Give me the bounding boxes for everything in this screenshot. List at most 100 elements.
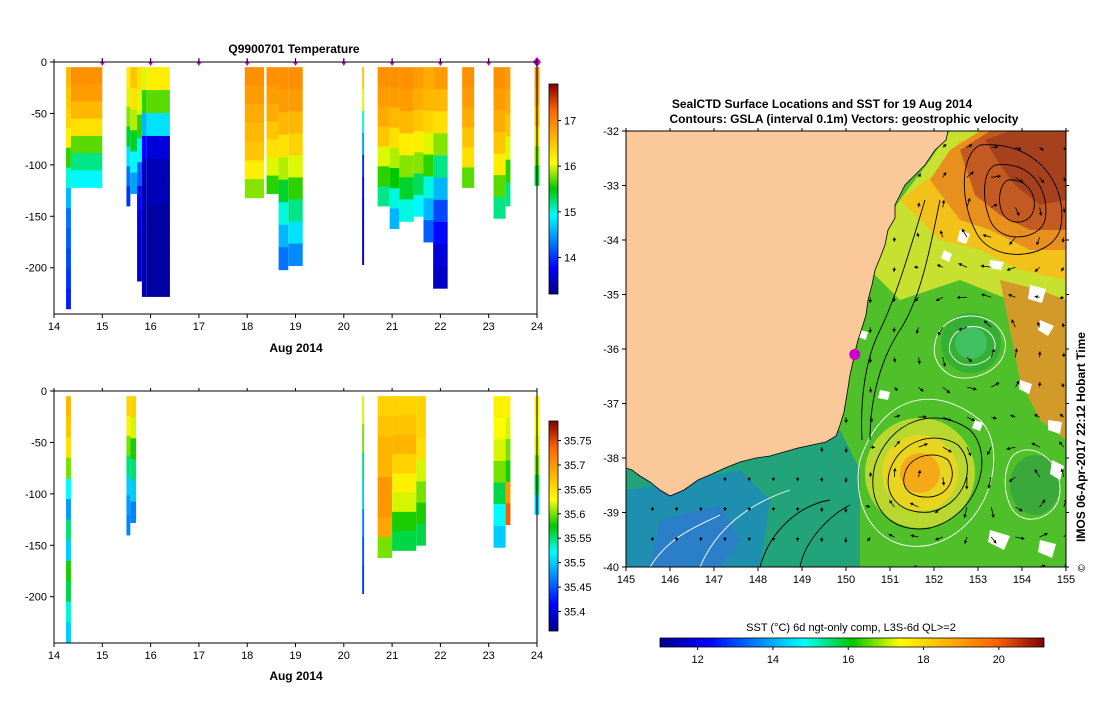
profile-cell bbox=[279, 112, 289, 135]
profile-cell bbox=[378, 396, 392, 417]
profile-cell bbox=[288, 199, 302, 221]
map-y-tick-label: -37 bbox=[603, 399, 619, 411]
profile-cell bbox=[390, 208, 400, 229]
surfacing-marker bbox=[390, 62, 395, 66]
profile-cell bbox=[378, 127, 390, 147]
map-x-tick-label: 151 bbox=[881, 574, 899, 586]
x-tick-label: 15 bbox=[96, 321, 108, 333]
profile-cell bbox=[142, 113, 147, 136]
profile-cell bbox=[66, 561, 71, 582]
profile-cell bbox=[245, 160, 264, 179]
x-tick-label: 22 bbox=[434, 650, 446, 662]
profile-cell bbox=[142, 205, 147, 228]
profile-cell bbox=[267, 103, 279, 121]
y-tick-label: -50 bbox=[31, 108, 47, 120]
x-tick-label: 19 bbox=[289, 321, 301, 333]
profile-cell bbox=[414, 152, 424, 174]
profile-cell bbox=[362, 509, 364, 538]
profile-cell bbox=[494, 439, 506, 461]
profile-cell bbox=[245, 86, 264, 105]
profile-cell bbox=[392, 435, 416, 455]
surfacing-marker bbox=[245, 62, 250, 66]
profile-cell bbox=[433, 178, 447, 201]
map-x-tick-label: 145 bbox=[617, 574, 635, 586]
profile-cell bbox=[392, 454, 416, 474]
sst-colorbar-tick-label: 14 bbox=[767, 654, 779, 666]
profile-cell bbox=[494, 67, 506, 89]
surfacing-marker bbox=[341, 62, 346, 66]
profile-cell bbox=[506, 183, 511, 207]
profile-cell bbox=[414, 88, 424, 110]
profile-cell bbox=[399, 111, 413, 133]
profile-cell bbox=[142, 159, 147, 182]
profile-cell bbox=[66, 289, 71, 310]
temperature-colorbar bbox=[549, 84, 558, 294]
profile-cell bbox=[392, 531, 416, 551]
x-tick-label: 18 bbox=[241, 650, 253, 662]
profile-cell bbox=[137, 210, 142, 234]
profile-cell bbox=[362, 424, 364, 453]
velocity-arrowhead bbox=[675, 568, 679, 571]
colorbar-tick-label: 35.45 bbox=[564, 582, 592, 594]
profile-cell bbox=[362, 111, 364, 133]
x-tick-label: 24 bbox=[531, 650, 543, 662]
profile-cell bbox=[362, 89, 364, 111]
velocity-arrowhead bbox=[723, 568, 727, 571]
profile-cell bbox=[267, 176, 279, 194]
profile-cell bbox=[378, 457, 392, 478]
profile-cell bbox=[423, 67, 433, 89]
profile-cell bbox=[126, 416, 130, 436]
profile-cell bbox=[362, 155, 364, 177]
profile-cell bbox=[362, 133, 364, 155]
profile-cell bbox=[137, 162, 142, 186]
profile-cell bbox=[66, 520, 71, 541]
surfacing-marker bbox=[438, 62, 443, 66]
velocity-arrow bbox=[966, 567, 967, 571]
x-tick-label: 22 bbox=[434, 321, 446, 333]
profile-cell bbox=[390, 168, 400, 189]
profile-cell bbox=[66, 602, 71, 623]
profile-cell bbox=[433, 222, 447, 245]
map-y-tick-label: -36 bbox=[603, 344, 619, 356]
colorbar-tick-label: 35.55 bbox=[564, 533, 592, 545]
profile-cell bbox=[494, 396, 506, 418]
map-x-tick-label: 154 bbox=[1013, 574, 1031, 586]
profile-cell bbox=[414, 195, 424, 217]
x-tick-label: 14 bbox=[48, 321, 60, 333]
profile-cell bbox=[126, 456, 130, 476]
temperature-profiles bbox=[66, 67, 539, 309]
profile-cell bbox=[66, 499, 71, 520]
profile-cell bbox=[245, 142, 264, 161]
profile-cell bbox=[66, 540, 71, 561]
profile-cell bbox=[66, 128, 71, 149]
profile-cell bbox=[390, 188, 400, 209]
profile-cell bbox=[142, 90, 147, 113]
profile-cell bbox=[494, 110, 506, 132]
map-y-tick-label: -34 bbox=[603, 235, 619, 247]
profile-cell bbox=[399, 177, 413, 199]
profile-cell bbox=[392, 415, 416, 435]
x-tick-label: 23 bbox=[483, 650, 495, 662]
y-tick-label: 0 bbox=[41, 386, 47, 398]
sst-colorbar-label: SST (°C) 6d ngt-only comp, L3S-6d QL>=2 bbox=[746, 622, 956, 634]
profile-cell bbox=[494, 197, 506, 219]
profile-cell bbox=[362, 565, 364, 594]
profile-cell bbox=[147, 67, 170, 90]
profile-cell bbox=[378, 477, 392, 498]
profile-cell bbox=[267, 85, 279, 103]
profile-cell bbox=[506, 503, 511, 525]
x-tick-label: 17 bbox=[193, 650, 205, 662]
profile-cell bbox=[147, 251, 170, 274]
profile-cell bbox=[66, 67, 71, 88]
profile-cell bbox=[399, 67, 413, 89]
profile-cell bbox=[137, 257, 142, 281]
y-tick-label: -150 bbox=[25, 211, 47, 223]
profile-cell bbox=[142, 251, 147, 274]
profile-cell bbox=[506, 113, 511, 137]
colorbar-tick-label: 35.6 bbox=[564, 509, 585, 521]
profile-cell bbox=[494, 154, 506, 176]
sst-map-panel: SealCTD Surface Locations and SST for 19… bbox=[603, 97, 1088, 666]
